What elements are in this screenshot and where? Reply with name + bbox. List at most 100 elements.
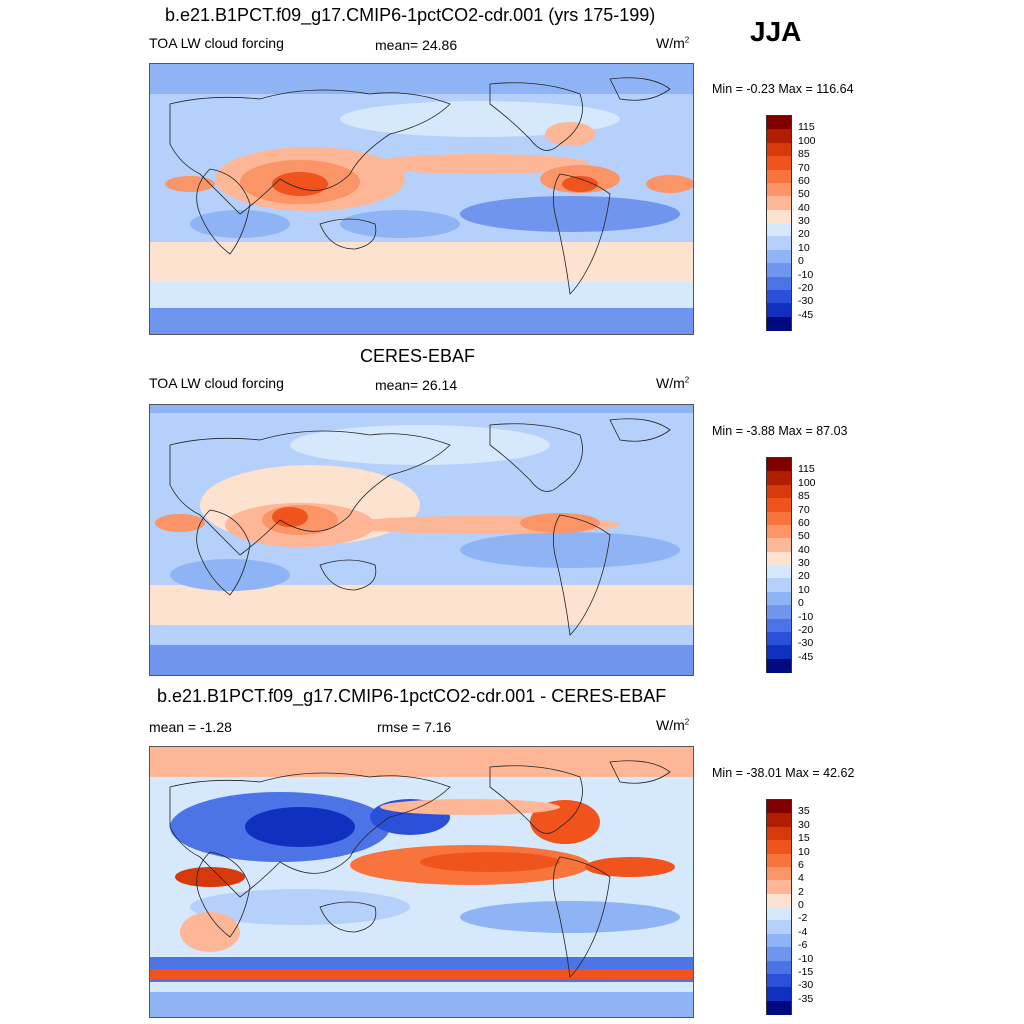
panel1-field-label: TOA LW cloud forcing <box>149 35 284 51</box>
colorbar-cell <box>767 538 791 553</box>
colorbar-cell <box>767 933 791 948</box>
colorbar-cell <box>767 276 791 291</box>
colorbar-cell <box>767 209 791 224</box>
season-label: JJA <box>750 16 802 47</box>
colorbar-cell <box>767 853 791 868</box>
colorbar-cell <box>767 156 791 170</box>
colorbar-cell <box>767 631 791 646</box>
colorbar-cell <box>767 813 791 828</box>
colorbar-tick-label: -20 <box>798 623 814 636</box>
colorbar-tick-label: 60 <box>798 516 810 529</box>
colorbar-tick-label: -20 <box>798 281 814 294</box>
colorbar-tick-label: -2 <box>798 912 808 925</box>
colorbar-cell <box>767 249 791 264</box>
colorbar-cell <box>767 289 791 304</box>
colorbar-tick-label: 70 <box>798 161 810 174</box>
colorbar-tick-label: 10 <box>798 241 810 254</box>
colorbar-cell <box>767 866 791 881</box>
panel2-mean-label: mean= 26.14 <box>375 377 458 393</box>
panel2-field-label: TOA LW cloud forcing <box>149 375 284 391</box>
colorbar-tick-label: 10 <box>798 583 810 596</box>
colorbar-tick-label: 70 <box>798 503 810 516</box>
colorbar-cell <box>767 524 791 539</box>
colorbar-tick-label: 115 <box>798 121 815 134</box>
colorbar-cell <box>767 840 791 854</box>
colorbar-tick-label: 2 <box>798 885 804 898</box>
colorbar-tick-label: 0 <box>798 597 804 610</box>
colorbar-tick-label: 30 <box>798 818 810 831</box>
colorbar-tick-label: 10 <box>798 845 810 858</box>
colorbar-tick-label: 40 <box>798 543 810 556</box>
colorbar-tick-label: -45 <box>798 308 814 321</box>
colorbar-cell <box>767 947 791 961</box>
colorbar-tick-label: -45 <box>798 650 814 663</box>
panel2-map <box>149 404 694 676</box>
panel1-title: b.e21.B1PCT.f09_g17.CMIP6-1pctCO2-cdr.00… <box>165 5 656 25</box>
colorbar-cell <box>767 987 791 1002</box>
colorbar-tick-label: 0 <box>798 255 804 268</box>
panel1-mean-label: mean= 24.86 <box>375 37 458 53</box>
colorbar-cell <box>767 484 791 499</box>
colorbar-cell <box>767 142 791 157</box>
colorbar-tick-label: -10 <box>798 610 814 623</box>
colorbar-cell <box>767 511 791 526</box>
colorbar-cell <box>767 471 791 486</box>
panel1-colorbar <box>766 115 792 331</box>
colorbar-tick-label: 6 <box>798 858 804 871</box>
panel3-colorbar <box>766 799 792 1015</box>
panel1-map <box>149 63 694 335</box>
colorbar-tick-label: 0 <box>798 899 804 911</box>
colorbar-tick-label: 30 <box>798 557 810 569</box>
colorbar-tick-label: -10 <box>798 952 814 965</box>
colorbar-cell <box>767 263 791 277</box>
colorbar-cell <box>767 800 791 814</box>
colorbar-cell <box>767 498 791 512</box>
panel3-units: W/m2 <box>656 717 690 733</box>
colorbar-cell <box>767 826 791 841</box>
colorbar-cell <box>767 973 791 988</box>
colorbar-cell <box>767 605 791 619</box>
colorbar-tick-label: 35 <box>798 805 810 818</box>
colorbar-tick-label: 20 <box>798 228 810 241</box>
colorbar-tick-label: 50 <box>798 530 810 543</box>
colorbar-tick-label: 30 <box>798 215 810 227</box>
panel1-map-svg <box>150 64 693 334</box>
colorbar-tick-label: 15 <box>798 832 810 845</box>
colorbar-tick-label: 60 <box>798 174 810 187</box>
colorbar-cell <box>767 169 791 184</box>
panel2-title: CERES-EBAF <box>360 346 476 366</box>
colorbar-tick-label: -10 <box>798 268 814 281</box>
colorbar-tick-label: 50 <box>798 188 810 201</box>
colorbar-cell <box>767 920 791 935</box>
panel1-units: W/m2 <box>656 35 690 51</box>
colorbar-tick-label: -4 <box>798 925 808 938</box>
colorbar-tick-label: 100 <box>798 134 816 147</box>
colorbar-tick-label: -30 <box>798 637 814 650</box>
colorbar-tick-label: -30 <box>798 979 814 992</box>
colorbar-tick-label: 100 <box>798 476 816 489</box>
colorbar-cell <box>767 303 791 318</box>
colorbar-tick-label: 115 <box>798 463 815 476</box>
panel3-map <box>149 746 694 1018</box>
colorbar-tick-label: 4 <box>798 872 804 885</box>
panel2-colorbar <box>766 457 792 673</box>
colorbar-cell <box>767 893 791 908</box>
colorbar-cell <box>767 1000 791 1015</box>
colorbar-cell <box>767 551 791 566</box>
panel1-minmax: Min = -0.23 Max = 116.64 <box>712 82 854 96</box>
colorbar-cell <box>767 578 791 593</box>
panel2-minmax: Min = -3.88 Max = 87.03 <box>712 424 848 438</box>
colorbar-tick-label: -30 <box>798 295 814 308</box>
colorbar-tick-label: 85 <box>798 148 810 161</box>
colorbar-cell <box>767 116 791 130</box>
colorbar-tick-label: -35 <box>798 992 814 1005</box>
colorbar-cell <box>767 618 791 633</box>
colorbar-cell <box>767 196 791 211</box>
colorbar-cell <box>767 591 791 606</box>
colorbar-cell <box>767 880 791 895</box>
colorbar-tick-label: 20 <box>798 570 810 583</box>
colorbar-cell <box>767 565 791 579</box>
panel3-rmse-label: rmse = 7.16 <box>377 719 452 735</box>
colorbar-cell <box>767 907 791 921</box>
colorbar-cell <box>767 129 791 144</box>
